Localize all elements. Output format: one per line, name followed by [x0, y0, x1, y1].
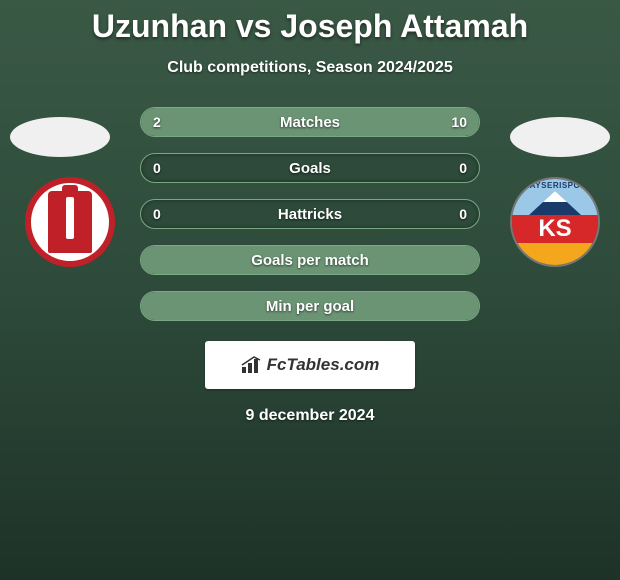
stat-bar-goals: 0 Goals 0	[140, 153, 480, 183]
comparison-panel: AYSERISPO KS 2 Matches 10 0 Goals 0 0 Ha…	[0, 107, 620, 425]
club-crest-right: AYSERISPO KS	[510, 177, 600, 267]
club-crest-left	[25, 177, 115, 267]
player-photo-right	[510, 117, 610, 157]
fctables-text: FcTables.com	[267, 355, 380, 375]
date-label: 9 december 2024	[0, 407, 620, 425]
stat-value-right: 0	[459, 154, 467, 182]
stat-label: Goals	[141, 154, 479, 182]
stat-bar-hattricks: 0 Hattricks 0	[140, 199, 480, 229]
stat-label: Matches	[141, 108, 479, 136]
fctables-link[interactable]: FcTables.com	[205, 341, 415, 389]
crest-arc-text: AYSERISPO	[512, 181, 598, 190]
stat-value-right: 0	[459, 200, 467, 228]
player-photo-left	[10, 117, 110, 157]
stat-label: Hattricks	[141, 200, 479, 228]
page-title: Uzunhan vs Joseph Attamah	[0, 0, 620, 45]
crest-band-yellow	[512, 243, 598, 265]
stat-value-right: 10	[451, 108, 467, 136]
stat-label: Min per goal	[141, 292, 479, 320]
stat-label: Goals per match	[141, 246, 479, 274]
stat-bars: 2 Matches 10 0 Goals 0 0 Hattricks 0 Goa…	[140, 107, 480, 321]
stat-bar-goals-per-match: Goals per match	[140, 245, 480, 275]
subtitle: Club competitions, Season 2024/2025	[0, 59, 620, 77]
stat-bar-matches: 2 Matches 10	[140, 107, 480, 137]
stat-bar-min-per-goal: Min per goal	[140, 291, 480, 321]
crest-ks-label: KS	[512, 215, 598, 243]
crest-snow	[543, 191, 567, 202]
crest-minaret-icon	[48, 191, 92, 253]
chart-icon	[241, 356, 263, 374]
